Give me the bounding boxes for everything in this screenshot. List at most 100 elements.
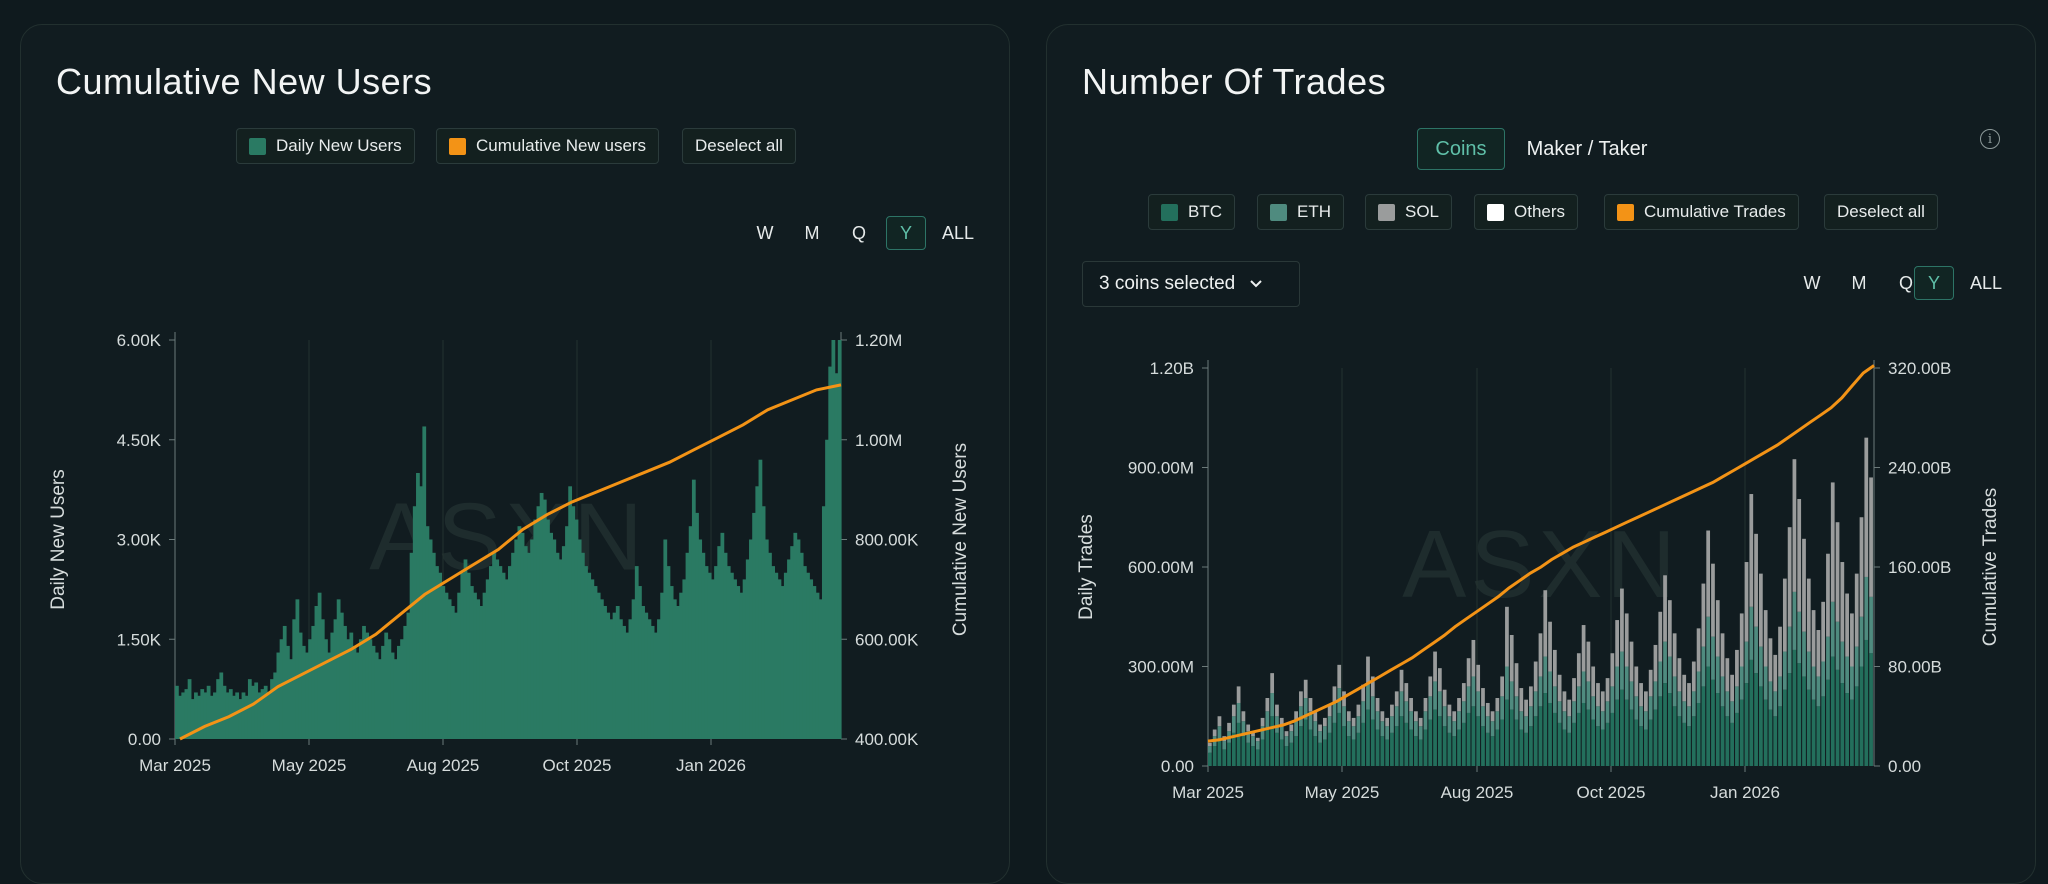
timeframe-w[interactable]: W	[756, 222, 774, 243]
y2-tick-label: 320.00B	[1888, 359, 1951, 378]
bar-daily-new-users	[425, 526, 430, 739]
info-icon[interactable]: i	[1980, 129, 2000, 149]
bar-btc	[1514, 719, 1519, 766]
bar-daily-new-users	[241, 692, 246, 739]
bar-sol	[1826, 553, 1830, 637]
bar-daily-new-users	[796, 539, 801, 739]
line-cumulative-trades	[1207, 364, 1875, 743]
bar-btc	[1715, 693, 1720, 766]
bar-daily-new-users	[809, 579, 814, 739]
bar-daily-new-users	[181, 692, 186, 739]
legend-label: Others	[1514, 202, 1566, 221]
bar-sol	[1236, 686, 1241, 703]
bar-btc	[1687, 726, 1691, 766]
bar-btc	[1596, 726, 1600, 766]
bar-eth	[1802, 631, 1806, 677]
bar-sol	[1648, 669, 1653, 697]
x-tick-label: Oct 2025	[543, 756, 612, 775]
timeframe-m[interactable]: M	[804, 222, 820, 243]
bar-daily-new-users	[561, 546, 566, 739]
legend-cumulative-trades[interactable]: Cumulative Trades	[1604, 194, 1799, 230]
timeframe-y[interactable]: Y	[1914, 266, 1954, 300]
bar-btc	[1361, 722, 1366, 766]
bar-sol	[1586, 641, 1591, 682]
bar-daily-new-users	[758, 459, 763, 739]
timeframe-q[interactable]: Q	[851, 222, 866, 243]
bar-btc	[1672, 706, 1677, 766]
bar-btc	[1385, 739, 1390, 766]
bar-eth	[1222, 741, 1227, 750]
bar-sol	[1797, 499, 1802, 612]
bar-daily-new-users	[752, 512, 756, 739]
legend-others[interactable]: Others	[1474, 194, 1579, 230]
bar-daily-new-users	[232, 695, 236, 739]
bar-daily-new-users	[355, 652, 360, 739]
y-axis-title: Daily Trades	[1076, 514, 1097, 620]
legend-btc[interactable]: BTC	[1148, 194, 1235, 230]
tab-coins[interactable]: Coins	[1417, 128, 1505, 170]
bar-daily-new-users	[596, 592, 601, 739]
bar-daily-new-users	[653, 632, 658, 739]
deselect-all-button[interactable]: Deselect all	[1824, 194, 1938, 230]
page-title: Number Of Trades	[1082, 61, 1387, 102]
bar-btc	[1241, 736, 1246, 766]
bar-daily-new-users	[815, 592, 820, 739]
bar-daily-new-users	[574, 519, 579, 739]
bar-daily-new-users	[213, 692, 217, 739]
bar-sol	[1490, 711, 1495, 722]
bar-eth	[1533, 691, 1538, 717]
bar-eth	[1390, 716, 1394, 733]
bar-sol	[1802, 538, 1806, 632]
timeframe-y[interactable]: Y	[886, 216, 926, 250]
coin-select-dropdown[interactable]: 3 coins selected	[1082, 261, 1300, 307]
bar-eth	[1255, 741, 1260, 750]
tab-maker-taker[interactable]: Maker / Taker	[1526, 137, 1648, 160]
bar-eth	[1596, 706, 1600, 727]
deselect-all-button[interactable]: Deselect all	[682, 128, 796, 164]
bar-btc	[1366, 709, 1370, 766]
bar-btc	[1332, 722, 1337, 766]
bar-btc	[1452, 736, 1457, 766]
bar-eth	[1433, 681, 1437, 710]
bar-eth	[1519, 711, 1524, 730]
bar-sol	[1624, 613, 1629, 667]
bar-daily-new-users	[428, 539, 433, 739]
bar-daily-new-users	[631, 599, 636, 739]
bar-eth	[1591, 696, 1596, 720]
bar-sol	[1869, 477, 1873, 597]
bar-eth	[1428, 696, 1433, 720]
bar-eth	[1548, 671, 1552, 703]
bar-daily-new-users	[384, 632, 389, 739]
bar-eth	[1251, 736, 1255, 747]
timeframe-q[interactable]: Q	[1898, 272, 1913, 293]
bar-sol	[1749, 494, 1754, 607]
bar-sol	[1356, 704, 1361, 717]
bar-eth	[1725, 691, 1730, 717]
bar-sol	[1351, 717, 1356, 727]
timeframe-all[interactable]: ALL	[941, 222, 975, 243]
bar-btc	[1222, 749, 1227, 766]
bar-daily-new-users	[247, 679, 252, 739]
legend-eth[interactable]: ETH	[1257, 194, 1344, 230]
y-tick-label: 900.00M	[1128, 459, 1194, 478]
bar-btc	[1869, 653, 1873, 766]
bar-btc	[1533, 716, 1538, 766]
bar-daily-new-users	[393, 659, 398, 739]
bar-daily-new-users	[672, 599, 677, 739]
bar-daily-new-users	[488, 566, 493, 739]
bar-daily-new-users	[327, 652, 331, 739]
legend-cumulative-new-users[interactable]: Cumulative New users	[436, 128, 660, 164]
bar-btc	[1500, 719, 1505, 766]
bar-daily-new-users	[273, 672, 278, 739]
timeframe-all[interactable]: ALL	[1969, 272, 2003, 293]
legend-daily-new-users[interactable]: Daily New Users	[236, 128, 415, 164]
bar-daily-new-users	[755, 486, 760, 739]
legend-sol[interactable]: SOL	[1365, 194, 1453, 230]
bar-sol	[1481, 688, 1485, 707]
timeframe-w[interactable]: W	[1803, 272, 1821, 293]
bar-eth	[1495, 711, 1500, 730]
timeframe-m[interactable]: M	[1851, 272, 1867, 293]
bar-sol	[1227, 722, 1231, 732]
bar-eth	[1313, 721, 1318, 737]
bar-eth	[1667, 656, 1672, 694]
